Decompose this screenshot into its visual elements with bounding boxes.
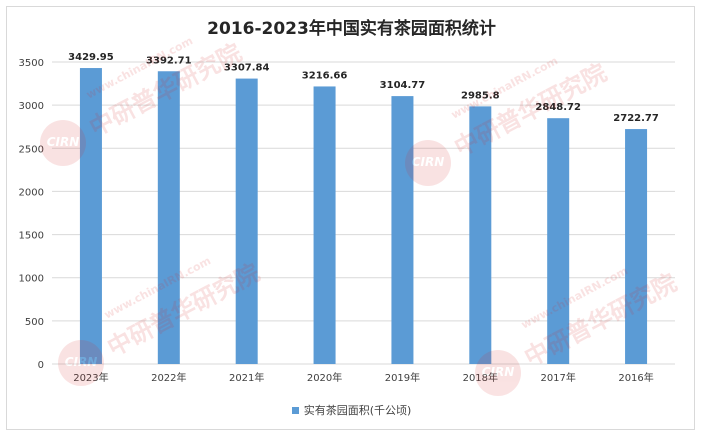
legend: 实有茶园面积(千公顷): [0, 402, 703, 418]
y-tick-label: 1000: [19, 274, 44, 285]
x-tick-label: 2021年: [229, 371, 264, 384]
chart-title: 2016-2023年中国实有茶园面积统计: [207, 19, 496, 39]
chart-frame: [6, 6, 695, 430]
data-label: 2848.72: [535, 102, 581, 113]
bar: [157, 71, 180, 364]
data-label: 3216.66: [302, 70, 348, 81]
legend-swatch: [291, 406, 299, 414]
legend-label: 实有茶园面积(千公顷): [303, 404, 412, 417]
bar: [547, 118, 570, 364]
x-tick-label: 2019年: [385, 371, 420, 384]
data-label: 3104.77: [380, 80, 426, 91]
x-tick-label: 2022年: [151, 371, 186, 384]
bar: [391, 96, 414, 365]
data-label: 3392.71: [146, 55, 192, 66]
y-tick-label: 2000: [19, 187, 44, 198]
y-tick-label: 1500: [19, 231, 44, 242]
y-tick-label: 2500: [19, 144, 44, 155]
data-label: 2985.8: [461, 90, 500, 101]
y-tick-label: 0: [38, 360, 44, 371]
bar: [313, 86, 336, 365]
bar: [235, 78, 258, 365]
y-tick-label: 3000: [19, 101, 44, 112]
y-tick-label: 3500: [19, 58, 44, 69]
data-label: 3429.95: [68, 52, 114, 63]
x-tick-label: 2018年: [463, 371, 498, 384]
x-tick-label: 2020年: [307, 371, 342, 384]
data-label: 3307.84: [224, 63, 270, 74]
x-tick-label: 2016年: [618, 371, 653, 384]
data-label: 2722.77: [613, 113, 659, 124]
bar: [469, 106, 492, 365]
x-tick-label: 2017年: [540, 371, 575, 384]
y-tick-label: 500: [25, 317, 44, 328]
bar: [625, 129, 648, 364]
bar: [79, 68, 102, 364]
x-tick-label: 2023年: [73, 371, 108, 384]
